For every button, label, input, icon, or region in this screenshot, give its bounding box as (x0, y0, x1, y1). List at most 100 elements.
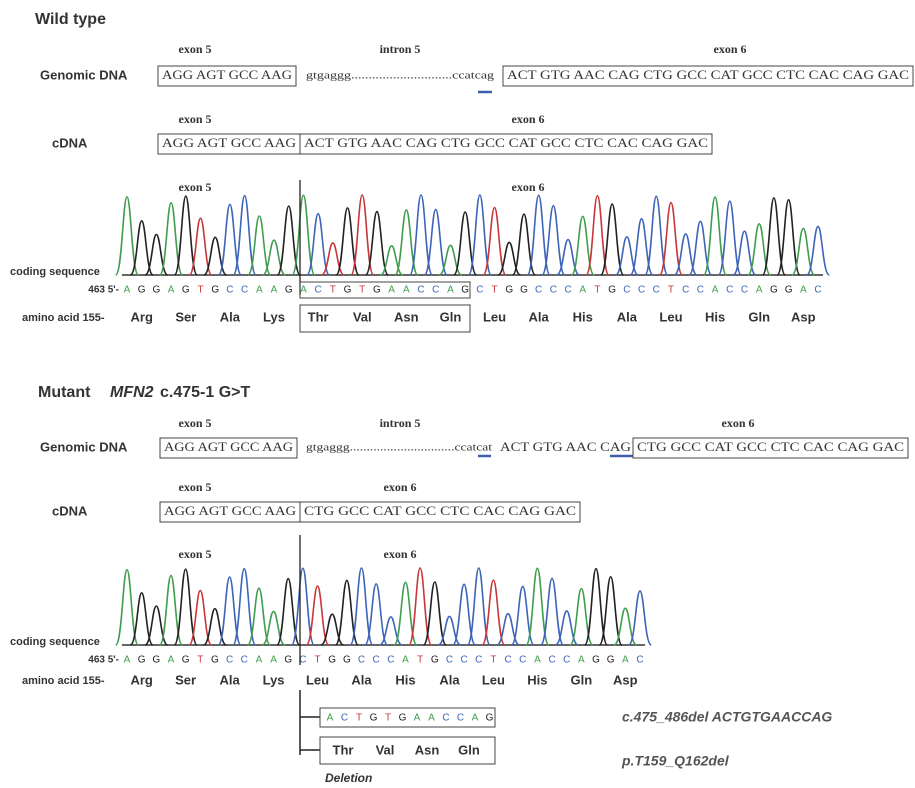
start-label: 463 5'- (88, 655, 119, 666)
amino-acid: Ala (439, 672, 460, 687)
base-call: A (300, 285, 307, 296)
base-call: C (475, 655, 482, 666)
base-call: C (697, 285, 704, 296)
base-call: G (328, 655, 336, 666)
base-call: A (256, 285, 263, 296)
base-call: G (486, 713, 494, 724)
row-label: cDNA (52, 135, 88, 150)
base-call: A (124, 285, 131, 296)
base-call: A (402, 655, 409, 666)
base-call: C (814, 285, 821, 296)
amino-acid: Asn (394, 309, 419, 324)
base-call: G (461, 285, 469, 296)
base-call: T (314, 655, 320, 666)
amino-acid: Leu (306, 672, 329, 687)
base-call: C (460, 655, 467, 666)
base-call: T (490, 655, 496, 666)
amino-acid: Gln (748, 309, 770, 324)
base-call: C (387, 655, 394, 666)
base-call: T (356, 713, 362, 724)
base-call: G (370, 713, 378, 724)
base-call: C (519, 655, 526, 666)
base-call: T (594, 285, 600, 296)
base-call: G (592, 655, 600, 666)
base-call: C (457, 713, 464, 724)
sequence: AGG AGT GCC AAG (162, 135, 296, 150)
amino-acid: Ala (219, 672, 240, 687)
base-call: G (182, 655, 190, 666)
sequence: CTG GCC CAT GCC CTC CAC CAG GAC (637, 439, 904, 454)
sequence: AGG AGT GCC AAG (164, 503, 296, 518)
amino-acid: Ser (175, 309, 196, 324)
amino-acid: His (573, 309, 593, 324)
amino-acid: Gln (440, 309, 462, 324)
row-label: cDNA (52, 503, 88, 518)
sequence: AGG AGT GCC AAG (164, 439, 293, 454)
base-call: C (682, 285, 689, 296)
sequence: ACT GTG AAC CAG (500, 439, 631, 454)
row-label: Genomic DNA (40, 67, 128, 82)
amino-acid: Val (353, 309, 372, 324)
axis-label: coding sequence (10, 266, 100, 278)
aa-label: amino acid 155- (22, 675, 105, 687)
base-call: G (505, 285, 513, 296)
amino-acid: Ala (351, 672, 372, 687)
base-call: A (800, 285, 807, 296)
sequence: AGG AGT GCC AAG (162, 67, 292, 82)
base-call: A (578, 655, 585, 666)
base-call: G (785, 285, 793, 296)
base-call: A (327, 713, 334, 724)
base-call: G (138, 285, 146, 296)
amino-acid: Arg (130, 672, 152, 687)
base-call: G (211, 655, 219, 666)
base-call: C (535, 285, 542, 296)
base-call: T (668, 285, 674, 296)
start-label: 463 5'- (88, 285, 119, 296)
row-label: Genomic DNA (40, 439, 128, 454)
amino-acid: Asp (613, 672, 638, 687)
base-call: A (579, 285, 586, 296)
amino-acid: Ala (220, 309, 241, 324)
base-call: G (520, 285, 528, 296)
base-call: G (284, 655, 292, 666)
base-call: A (256, 655, 263, 666)
base-call: C (432, 285, 439, 296)
base-call: A (414, 713, 421, 724)
notation: c.475_486del ACTGTGAACCAG (622, 709, 832, 725)
section-title: Mutant (38, 384, 91, 401)
intron-label: intron 5 (380, 42, 421, 56)
base-call: G (285, 285, 293, 296)
base-call: T (417, 655, 423, 666)
amino-acid: Arg (131, 309, 153, 324)
base-call: C (417, 285, 424, 296)
exon-label: intron 5 (380, 416, 421, 430)
base-call: A (168, 655, 175, 666)
base-call: C (241, 655, 248, 666)
base-call: G (373, 285, 381, 296)
aa-label: amino acid 155- (22, 312, 105, 324)
base-call: C (638, 285, 645, 296)
base-call: A (472, 713, 479, 724)
base-call: G (153, 285, 161, 296)
base-call: C (341, 713, 348, 724)
amino-acid: Lys (263, 309, 285, 324)
figure: Wild typeexon 5intron 5exon 6Genomic DNA… (0, 0, 915, 788)
exon-label: exon 6 (512, 180, 545, 194)
sequence: CTG GCC CAT GCC CTC CAC CAG GAC (304, 503, 576, 518)
base-call: T (197, 285, 203, 296)
base-call: A (168, 285, 175, 296)
base-call: C (446, 655, 453, 666)
amino-acid: Ser (175, 672, 196, 687)
base-call: T (385, 713, 391, 724)
base-call: C (226, 285, 233, 296)
base-call: T (491, 285, 497, 296)
exon-label: exon 5 (179, 42, 212, 56)
deletion-label: Deletion (325, 771, 372, 785)
amino-acid: Ala (529, 309, 550, 324)
exon-label: exon 5 (179, 180, 212, 194)
amino-acid: Gln (571, 672, 593, 687)
amino-acid: Thr (308, 309, 329, 324)
base-call: C (563, 655, 570, 666)
base-call: G (608, 285, 616, 296)
base-call: C (241, 285, 248, 296)
